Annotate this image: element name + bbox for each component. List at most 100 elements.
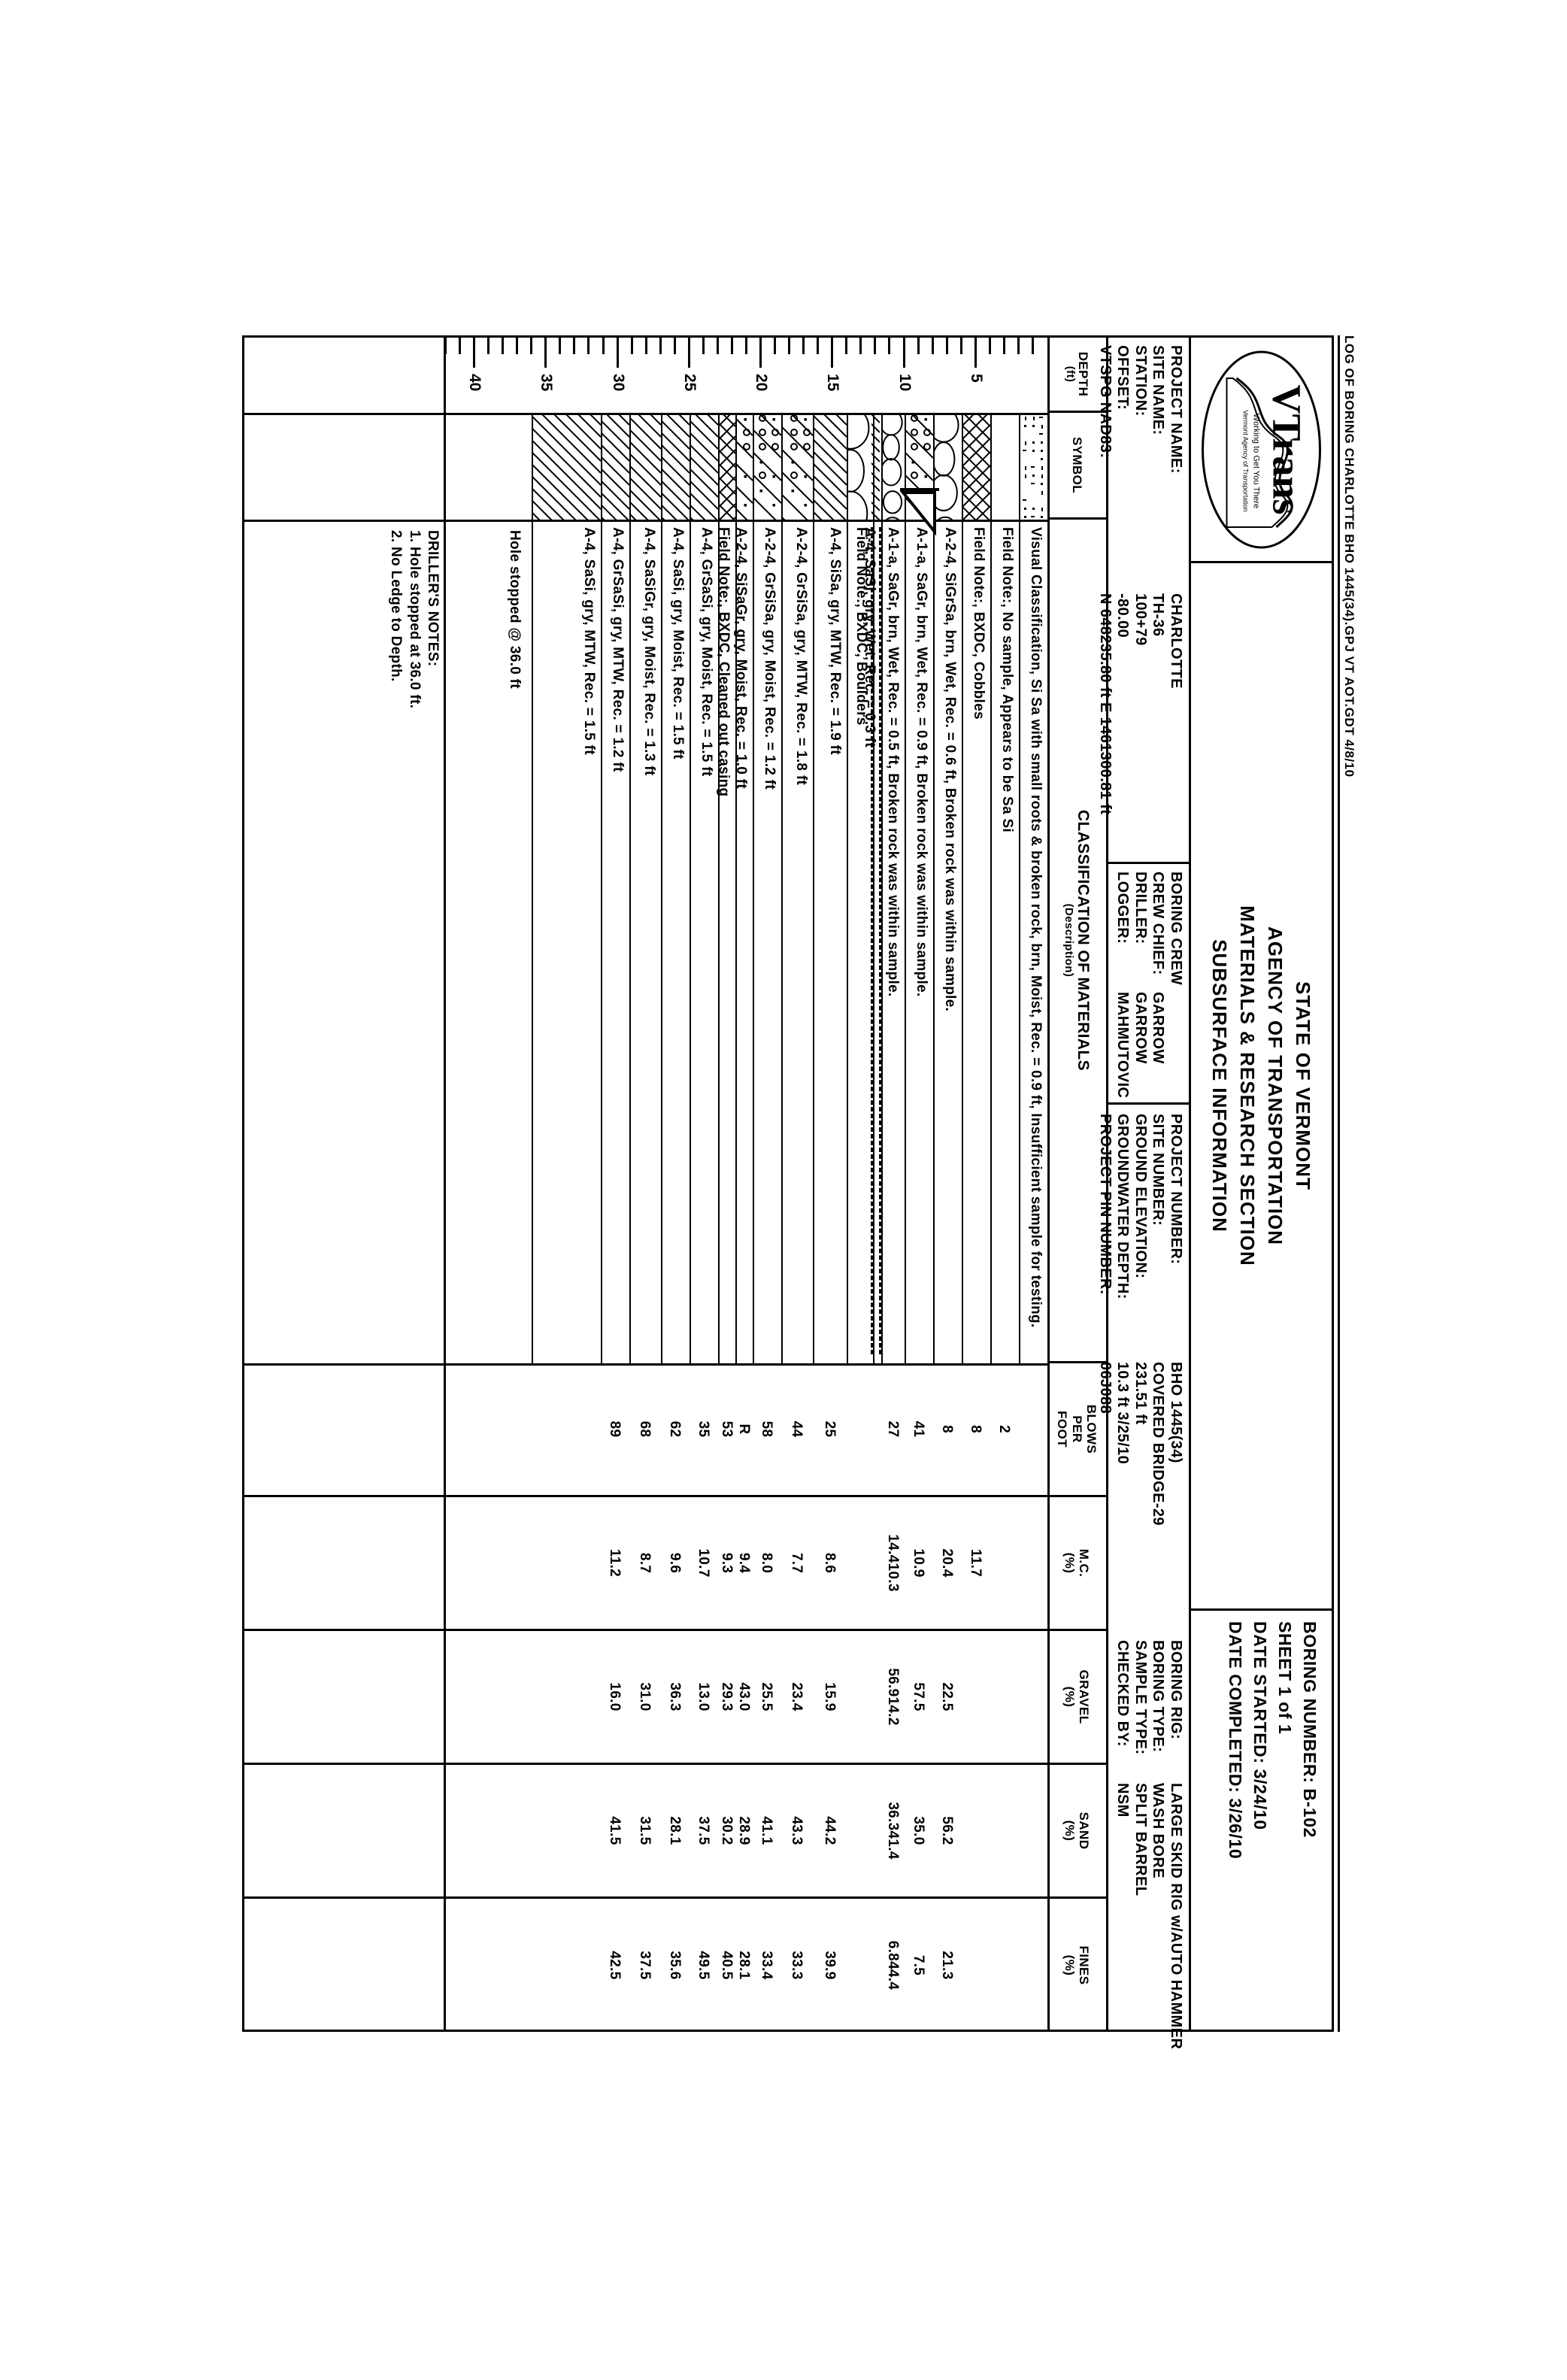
depth-tick-minor <box>988 337 991 354</box>
depth-tick-major <box>974 337 977 368</box>
hole-stopped-note: Hole stopped @ 36.0 ft <box>507 529 523 689</box>
title-line-2: AGENCY OF TRANSPORTATION <box>1264 926 1287 1245</box>
project-info-cell: PROJECT NAME: CHARLOTTE SITE NAME: TH-36… <box>1097 337 1189 864</box>
details-row-4: GROUNDWATER DEPTH: 10.3 ft 3/25/10 CHECK… <box>1114 1113 1132 2032</box>
col-header-mc-line1: M.C. <box>1077 1548 1092 1577</box>
footer-rule <box>1338 335 1340 2032</box>
blows-cell: 41 <box>911 1420 927 1437</box>
classification-description: Visual Classification, Si Sa with small … <box>1018 519 1047 1363</box>
label-driller: DRILLER: <box>1132 871 1149 944</box>
vtrans-logo-icon: VTrans Working to Get You There Vermont … <box>1202 350 1322 548</box>
label-project-name: PROJECT NAME: <box>1168 344 1184 474</box>
depth-tick-minor <box>774 337 777 354</box>
classification-description: A-4, GrSaSi, gry, Moist, Rec. = 1.5 ft <box>689 519 718 1363</box>
mc-cell: 9.6 <box>667 1552 683 1573</box>
svg-text:Vermont Agency of Transportati: Vermont Agency of Transportation <box>1242 409 1250 511</box>
label-offset: OFFSET: <box>1114 344 1132 410</box>
col-header-blows-line2: PER <box>1069 1414 1084 1443</box>
drillers-note-2: 2. No Ledge to Depth. <box>387 529 404 682</box>
col-header-blows-line1: BLOWS <box>1084 1404 1099 1454</box>
classification-description: A-4, SaSi, gry, MTW, Rec. = 1.5 ft <box>532 519 601 1363</box>
value-boring-rig: LARGE SKID RIG w/AUTO HAMMER <box>1168 1782 1184 2049</box>
classification-description: Field Note:, BXDC, Cleaned out casing <box>716 519 735 1363</box>
classification-description: Field Note:, No sample, Appears to be Sa… <box>990 519 1019 1363</box>
sand-cell <box>990 1765 1019 1896</box>
field-logger: LOGGER: MAHMUTOVIC <box>1114 872 1131 1102</box>
mc-cell <box>532 1497 600 1629</box>
layer-dashed-boundary <box>870 526 873 1354</box>
value-sample-type: SPLIT BARREL <box>1132 1782 1149 1896</box>
depth-tick-minor <box>917 337 920 354</box>
drillers-notes-title: DRILLER'S NOTES: <box>425 529 441 666</box>
water-table-icon <box>899 487 939 536</box>
svg-text:VTrans: VTrans <box>1265 384 1310 514</box>
date-started-value: 3/24/10 <box>1250 1769 1270 1830</box>
field-offset: OFFSET: -80.00 <box>1114 344 1132 862</box>
fines-value: 6.8 <box>884 1940 901 1961</box>
sand-cell <box>1019 1765 1047 1896</box>
lithology-segment <box>990 412 1019 520</box>
gravel-cell: 43.0 <box>735 1681 752 1711</box>
fines-cell <box>1019 1899 1047 2032</box>
col-header-sand-line1: SAND <box>1077 1812 1092 1849</box>
depth-tick-minor <box>459 337 462 354</box>
col-header-mc-line2: (%) <box>1062 1552 1077 1573</box>
depth-tick-minor <box>931 337 934 354</box>
field-station: STATION: 100+79 <box>1131 345 1149 862</box>
blows-cell: 35 <box>696 1420 712 1437</box>
mc-cell: 20.4 <box>939 1548 956 1578</box>
mc-value: 14.4 <box>884 1533 901 1563</box>
label-station: STATION: <box>1132 344 1149 417</box>
boring-id-box: BORING NUMBER: B-102 SHEET 1 of 1 DATE S… <box>1189 1608 1332 2032</box>
mc-cell: 11.2 <box>607 1548 623 1577</box>
classification-description: A-2-4, GrSiSa, gry, Moist, Rec. = 1.2 ft <box>752 519 781 1363</box>
depth-tick-minor <box>630 337 633 354</box>
blows-cell: 44 <box>789 1420 805 1437</box>
field-boring-rig: BORING RIG: LARGE SKID RIG w/AUTO HAMMER <box>1166 1640 1184 2049</box>
classification-description: Field Note:, BXDC, Boulders <box>847 519 873 1363</box>
lithology-segment <box>961 412 991 520</box>
field-sample-type: SAMPLE TYPE: SPLIT BARREL <box>1131 1640 1149 1963</box>
fines-cell <box>532 1899 600 2032</box>
gravel-cell: 57.5 <box>911 1681 927 1711</box>
value-site-name: TH-36 <box>1150 593 1167 637</box>
boring-crew-cell: BORING CREW CREW CHIEF: GARROW DRILLER: … <box>1106 863 1189 1105</box>
depth-tick-minor <box>502 337 505 354</box>
sand-cell <box>532 1765 600 1896</box>
value-project-name: CHARLOTTE <box>1168 593 1184 689</box>
details-row-3: GROUND ELEVATION: 231.51 ft SAMPLE TYPE:… <box>1131 1114 1149 2032</box>
classification-description: A-4, SaSi, gry, Moist, Rec. = 1.5 ft <box>660 519 690 1363</box>
depth-tick-minor <box>745 337 747 354</box>
fines-cell: 7.5 <box>911 1954 927 1975</box>
label-checked-by: CHECKED BY: <box>1114 1639 1132 1747</box>
title-line-4: SUBSURFACE INFORMATION <box>1208 938 1232 1232</box>
date-completed-line: DATE COMPLETED: 3/26/10 <box>1225 1621 1245 2032</box>
numeric-column-baseline <box>444 1630 446 1763</box>
label-groundwater-depth: GROUNDWATER DEPTH: <box>1114 1113 1132 1299</box>
mc-cell: 10.7 <box>696 1548 712 1578</box>
gravel-cell <box>532 1631 600 1763</box>
value-offset: -80.00 <box>1114 593 1132 638</box>
sand-cell: 41.5 <box>607 1815 623 1845</box>
depth-label: 30 <box>609 373 627 391</box>
numeric-column-baseline <box>444 1363 446 1495</box>
lithology-segment <box>811 412 848 520</box>
field-site-number: SITE NUMBER: COVERED BRIDGE-29 <box>1149 1114 1166 1640</box>
depth-tick-minor <box>817 337 820 354</box>
fines-cell: 21.3 <box>939 1950 956 1980</box>
classification-description: A-4, GrSaSi, gry, MTW, Rec. = 1.2 ft <box>600 519 629 1363</box>
details-row-1: PROJECT NUMBER: BHO 1445(34) BORING RIG:… <box>1166 1114 1184 2049</box>
fines-cell: 49.5 <box>696 1950 712 1980</box>
depth-label: 20 <box>753 373 771 391</box>
depth-tick-minor <box>888 337 891 354</box>
mc-column: 11.7 20.4 10.9 14.4 10.3 8.6 7.7 8.0 9.4 9.3 10.7 9… <box>244 1496 1047 1631</box>
depth-tick-minor <box>845 337 848 354</box>
field-ground-elevation: GROUND ELEVATION: 231.51 ft <box>1131 1114 1149 1640</box>
fines-cell: 33.3 <box>789 1950 805 1980</box>
sand-cell <box>847 1765 872 1896</box>
details-row-2: SITE NUMBER: COVERED BRIDGE-29 BORING TY… <box>1149 1114 1166 2032</box>
classification-description: A-2-4, GrSiSa, gry, MTW, Rec. = 1.8 ft <box>780 519 813 1363</box>
mc-cell: 9.3 <box>718 1552 735 1573</box>
sand-value: 41.4 <box>884 1830 901 1860</box>
depth-tick-major <box>544 337 547 368</box>
